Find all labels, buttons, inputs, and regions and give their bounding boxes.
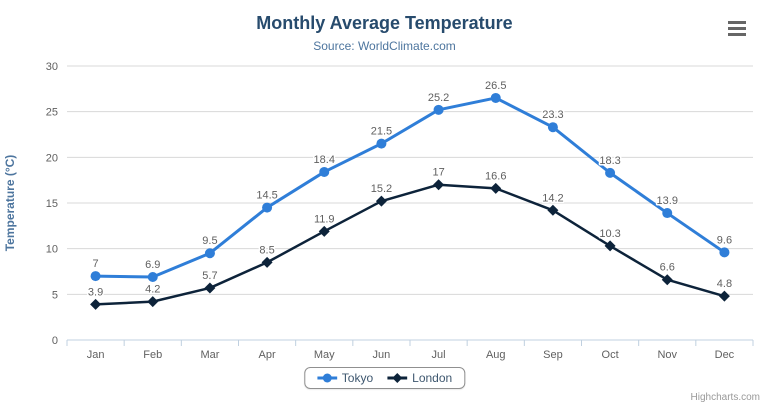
data-label-tokyo-sep: 23.3: [542, 109, 563, 121]
x-axis-tick-label: Mar: [200, 349, 219, 361]
data-label-london-jun: 15.2: [371, 183, 392, 195]
data-label-tokyo-jul: 25.2: [428, 92, 449, 104]
point-london-dec[interactable]: [718, 290, 730, 302]
data-label-tokyo-dec: 9.6: [717, 234, 732, 246]
chart-title: Monthly Average Temperature: [256, 13, 513, 33]
legend: Tokyo London: [303, 367, 466, 389]
hamburger-icon: [728, 20, 746, 24]
context-menu-button[interactable]: [725, 17, 749, 39]
y-axis-title: Temperature (°C): [3, 155, 17, 252]
circle-marker-icon: [316, 373, 337, 383]
x-axis-tick-label: Jan: [87, 349, 105, 361]
point-london-jul[interactable]: [433, 179, 445, 191]
point-tokyo-sep[interactable]: [547, 122, 558, 133]
point-london-apr[interactable]: [261, 256, 273, 268]
data-label-london-aug: 16.6: [485, 170, 506, 182]
data-label-london-jan: 3.9: [88, 286, 103, 298]
data-label-london-jul: 17: [432, 167, 444, 179]
data-label-london-sep: 14.2: [542, 192, 563, 204]
data-label-london-apr: 8.5: [259, 244, 274, 256]
y-axis-tick-label: 15: [46, 198, 58, 210]
point-london-nov[interactable]: [661, 274, 673, 286]
point-london-jan[interactable]: [90, 298, 102, 310]
y-axis-tick-label: 30: [46, 61, 58, 73]
legend-item-london[interactable]: London: [387, 371, 452, 385]
data-label-tokyo-aug: 26.5: [485, 80, 506, 92]
data-label-london-nov: 6.6: [660, 262, 675, 274]
point-tokyo-feb[interactable]: [147, 271, 158, 282]
data-label-london-feb: 4.2: [145, 284, 160, 296]
point-tokyo-aug[interactable]: [490, 92, 501, 103]
series-line-tokyo: [94, 96, 726, 279]
point-london-aug[interactable]: [490, 182, 502, 194]
point-tokyo-jan[interactable]: [90, 271, 101, 282]
x-axis-tick-label: Nov: [657, 349, 677, 361]
x-axis-tick-label: Dec: [715, 349, 735, 361]
point-tokyo-apr[interactable]: [262, 202, 273, 213]
y-axis-tick-label: 0: [52, 335, 58, 347]
x-axis-tick-label: Jun: [373, 349, 391, 361]
point-london-jun[interactable]: [375, 195, 387, 207]
y-axis-tick-label: 20: [46, 152, 58, 164]
legend-label-tokyo: Tokyo: [341, 371, 374, 385]
data-label-tokyo-apr: 14.5: [256, 190, 277, 202]
x-axis-tick-label: Feb: [143, 349, 162, 361]
legend-label-london: London: [412, 371, 453, 385]
point-tokyo-may[interactable]: [319, 166, 330, 177]
point-tokyo-dec[interactable]: [719, 247, 730, 258]
series-line-london: [94, 183, 726, 306]
data-label-london-oct: 10.3: [599, 228, 620, 240]
point-london-feb[interactable]: [147, 296, 159, 308]
point-tokyo-jun[interactable]: [376, 138, 387, 149]
x-axis-tick-label: Apr: [259, 349, 276, 361]
data-label-tokyo-may: 18.4: [314, 154, 335, 166]
point-london-mar[interactable]: [204, 282, 216, 294]
data-label-tokyo-jan: 7: [93, 258, 99, 270]
data-label-london-mar: 5.7: [202, 270, 217, 282]
hamburger-icon: [728, 32, 746, 36]
point-london-oct[interactable]: [604, 240, 616, 252]
x-axis-tick-label: Sep: [543, 349, 563, 361]
point-tokyo-mar[interactable]: [204, 248, 215, 259]
point-london-may[interactable]: [318, 225, 330, 237]
data-label-tokyo-oct: 18.3: [599, 155, 620, 167]
data-label-tokyo-nov: 13.9: [657, 195, 678, 207]
y-axis-tick-label: 5: [52, 289, 58, 301]
x-axis-tick-label: Aug: [486, 349, 506, 361]
data-label-tokyo-jun: 21.5: [371, 126, 392, 138]
point-tokyo-nov[interactable]: [662, 208, 673, 219]
data-label-tokyo-feb: 6.9: [145, 259, 160, 271]
hamburger-icon: [728, 26, 746, 30]
data-label-tokyo-mar: 9.5: [202, 235, 217, 247]
legend-item-tokyo[interactable]: Tokyo: [316, 371, 374, 385]
point-tokyo-jul[interactable]: [433, 104, 444, 115]
point-tokyo-oct[interactable]: [605, 167, 616, 178]
diamond-marker-icon: [387, 373, 408, 383]
y-axis-tick-label: 25: [46, 107, 58, 119]
x-axis-tick-label: May: [314, 349, 335, 361]
data-label-london-dec: 4.8: [717, 278, 732, 290]
y-axis-tick-label: 10: [46, 244, 58, 256]
credits-link[interactable]: Highcharts.com: [690, 392, 760, 403]
x-axis-tick-label: Oct: [602, 349, 619, 361]
chart-subtitle: Source: WorldClimate.com: [313, 39, 456, 53]
x-axis-tick-label: Jul: [432, 349, 446, 361]
point-london-sep[interactable]: [547, 204, 559, 216]
data-label-london-may: 11.9: [314, 213, 335, 225]
